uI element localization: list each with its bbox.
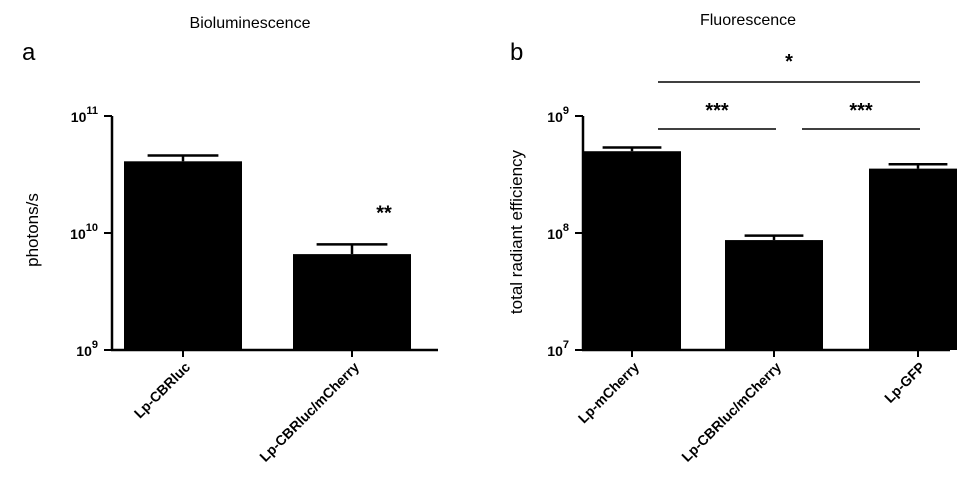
panel-a-title: Bioluminescence — [190, 15, 311, 32]
y-tick-exponent-2: 11 — [86, 105, 98, 117]
category-label-0: Lp-CBRluc — [131, 359, 194, 422]
category-label-0: Lp-mCherry — [575, 359, 643, 427]
y-tick-base-0: 10 — [76, 343, 92, 359]
y-tick-label-2: 109 — [547, 105, 569, 125]
y-tick-label-1: 108 — [547, 222, 569, 242]
y-tick-label-0: 107 — [547, 339, 569, 359]
panel-b-y-axis-label: total radiant efficiency — [507, 149, 526, 314]
significance-stars-1: *** — [849, 100, 873, 122]
y-tick-label-0: 109 — [76, 339, 98, 359]
category-label-1: Lp-CBRluc/mCherry — [678, 359, 784, 465]
category-label-2: Lp-GFP — [881, 359, 928, 406]
y-tick-base-0: 10 — [547, 343, 563, 359]
panel-a-y-axis-label: photons/s — [23, 193, 42, 267]
panel-b-bars — [583, 151, 957, 350]
panel-b-category-labels: Lp-mCherry Lp-CBRluc/mCherry Lp-GFP — [575, 359, 928, 465]
bar-1 — [293, 254, 411, 350]
panel-b-title: Fluorescence — [700, 12, 796, 29]
y-tick-exponent-1: 8 — [563, 222, 569, 234]
bar-0 — [583, 151, 681, 350]
bar-1 — [725, 240, 823, 350]
panel-a-error-bars — [147, 154, 388, 255]
panel-b-letter: b — [510, 39, 523, 66]
panel-a-category-labels: Lp-CBRluc Lp-CBRluc/mCherry — [131, 359, 363, 465]
bar-2 — [869, 168, 957, 350]
panel-a-axes — [104, 115, 438, 357]
panel-b-annotations: *** **** — [658, 51, 920, 130]
y-tick-exponent-1: 10 — [86, 222, 98, 234]
y-tick-exponent-2: 9 — [563, 105, 569, 117]
significance-stars-0: *** — [705, 100, 729, 122]
y-tick-exponent-0: 7 — [563, 339, 569, 351]
y-tick-base-1: 10 — [547, 226, 563, 242]
panel-b-chart: Fluorescence b total radiant efficiency … — [507, 12, 957, 465]
y-tick-label-1: 1010 — [70, 222, 98, 242]
y-tick-base-2: 10 — [547, 109, 563, 125]
y-tick-base-2: 10 — [71, 109, 87, 125]
panel-a-letter: a — [22, 39, 36, 66]
significance-stars-2: * — [785, 51, 793, 73]
bar-0 — [124, 161, 242, 350]
y-tick-label-2: 1011 — [71, 105, 98, 125]
panel-a-annotations: ** — [376, 202, 392, 224]
y-tick-exponent-0: 9 — [92, 339, 98, 351]
y-tick-base-1: 10 — [70, 226, 86, 242]
panel-a-bars — [124, 161, 411, 350]
panel-b-axes — [575, 115, 950, 357]
panel-b-error-bars — [602, 146, 948, 241]
category-label-1: Lp-CBRluc/mCherry — [256, 359, 362, 465]
significance-stars-0: ** — [376, 202, 392, 224]
panel-a-chart: Bioluminescence a photons/s 10910101011 … — [22, 15, 438, 465]
